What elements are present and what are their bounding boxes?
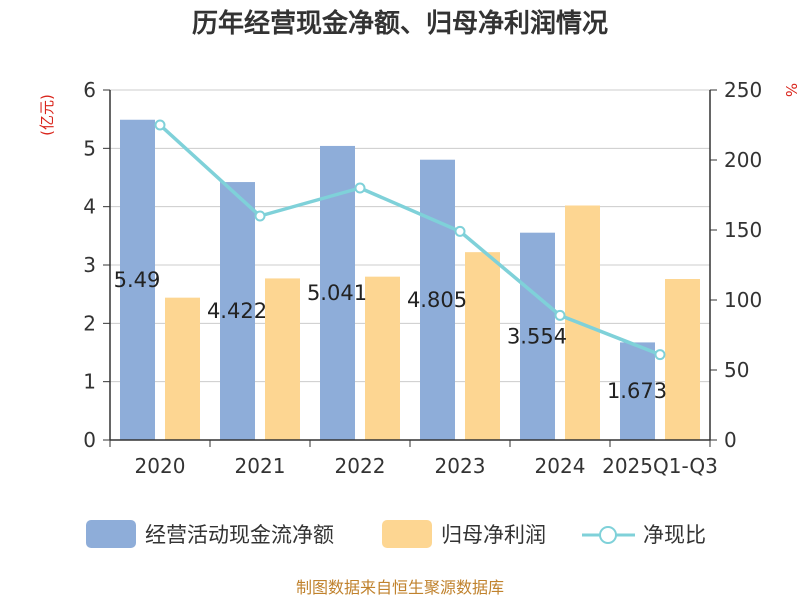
grid-lines bbox=[110, 89, 710, 383]
ratio-series-line bbox=[158, 123, 661, 357]
ratio-line bbox=[154, 119, 666, 361]
bar-net-profit bbox=[165, 297, 200, 440]
legend-swatch-operating-cf bbox=[86, 520, 136, 548]
x-tick-label: 2023 bbox=[435, 454, 486, 478]
ratio-point bbox=[654, 349, 666, 361]
x-tick-label: 2020 bbox=[135, 454, 186, 478]
right-tick-label: 150 bbox=[724, 218, 762, 242]
data-label-operating-cf: 4.422 bbox=[207, 299, 267, 323]
bar-operating-cf bbox=[220, 182, 255, 441]
x-tick-label: 2021 bbox=[235, 454, 286, 478]
bar-operating-cf bbox=[120, 119, 155, 440]
left-tick-label: 3 bbox=[83, 253, 96, 277]
source-note: 制图数据来自恒生聚源数据库 bbox=[296, 578, 504, 597]
right-tick-label: 250 bbox=[724, 78, 762, 102]
left-tick-label: 5 bbox=[83, 136, 96, 160]
right-axis-unit: % bbox=[782, 83, 800, 97]
bar-net-profit bbox=[365, 276, 400, 440]
left-tick-label: 1 bbox=[83, 370, 96, 394]
legend-swatch-net-profit bbox=[382, 520, 432, 548]
right-tick-label: 50 bbox=[724, 358, 749, 382]
bar-operating-cf bbox=[620, 342, 655, 440]
legend-item-ratio[interactable]: 净现比 bbox=[582, 523, 706, 547]
legend-label-net-profit: 归母净利润 bbox=[441, 523, 546, 547]
bar-net-profit bbox=[265, 278, 300, 440]
bar-operating-cf bbox=[420, 159, 455, 441]
bar-net-profit bbox=[665, 279, 700, 440]
axes: 0 1 2 3 4 5 6 0 50 100 150 200 250 2020 2021 2022 2023 20… bbox=[83, 78, 762, 478]
left-tick-label: 6 bbox=[83, 78, 96, 102]
ratio-point bbox=[154, 119, 166, 131]
legend-item-net-profit[interactable]: 归母净利润 bbox=[382, 520, 546, 548]
ratio-point bbox=[454, 225, 466, 237]
right-tick-label: 0 bbox=[724, 428, 737, 452]
x-tick-label: 2025Q1-Q3 bbox=[602, 454, 718, 478]
ratio-point bbox=[354, 182, 366, 194]
x-tick-label: 2024 bbox=[535, 454, 586, 478]
data-label-operating-cf: 1.673 bbox=[607, 379, 667, 403]
chart-title: 历年经营现金净额、归母净利润情况 bbox=[192, 8, 608, 39]
right-tick-label: 100 bbox=[724, 288, 762, 312]
data-label-operating-cf: 5.041 bbox=[307, 281, 367, 305]
legend: 经营活动现金流净额 归母净利润 净现比 bbox=[86, 520, 706, 548]
data-label-operating-cf: 4.805 bbox=[407, 288, 467, 312]
left-tick-label: 2 bbox=[83, 311, 96, 335]
legend-label-operating-cf: 经营活动现金流净额 bbox=[145, 523, 334, 547]
legend-label-ratio: 净现比 bbox=[643, 523, 706, 547]
data-labels: 5.49 4.422 5.041 4.805 3.554 1.673 bbox=[114, 268, 667, 403]
left-axis-unit: (亿元) bbox=[38, 94, 56, 136]
ratio-point bbox=[254, 210, 266, 222]
data-label-operating-cf: 5.49 bbox=[114, 268, 161, 292]
legend-marker-ratio bbox=[599, 526, 617, 544]
right-tick-label: 200 bbox=[724, 148, 762, 172]
bar-operating-cf bbox=[520, 232, 555, 440]
legend-item-operating-cf[interactable]: 经营活动现金流净额 bbox=[86, 520, 334, 548]
ratio-point bbox=[554, 309, 566, 321]
bar-net-profit bbox=[465, 252, 500, 440]
bars bbox=[120, 119, 700, 441]
x-tick-label: 2022 bbox=[335, 454, 386, 478]
data-label-operating-cf: 3.554 bbox=[507, 324, 567, 348]
left-tick-label: 4 bbox=[83, 195, 96, 219]
left-tick-label: 0 bbox=[83, 428, 96, 452]
